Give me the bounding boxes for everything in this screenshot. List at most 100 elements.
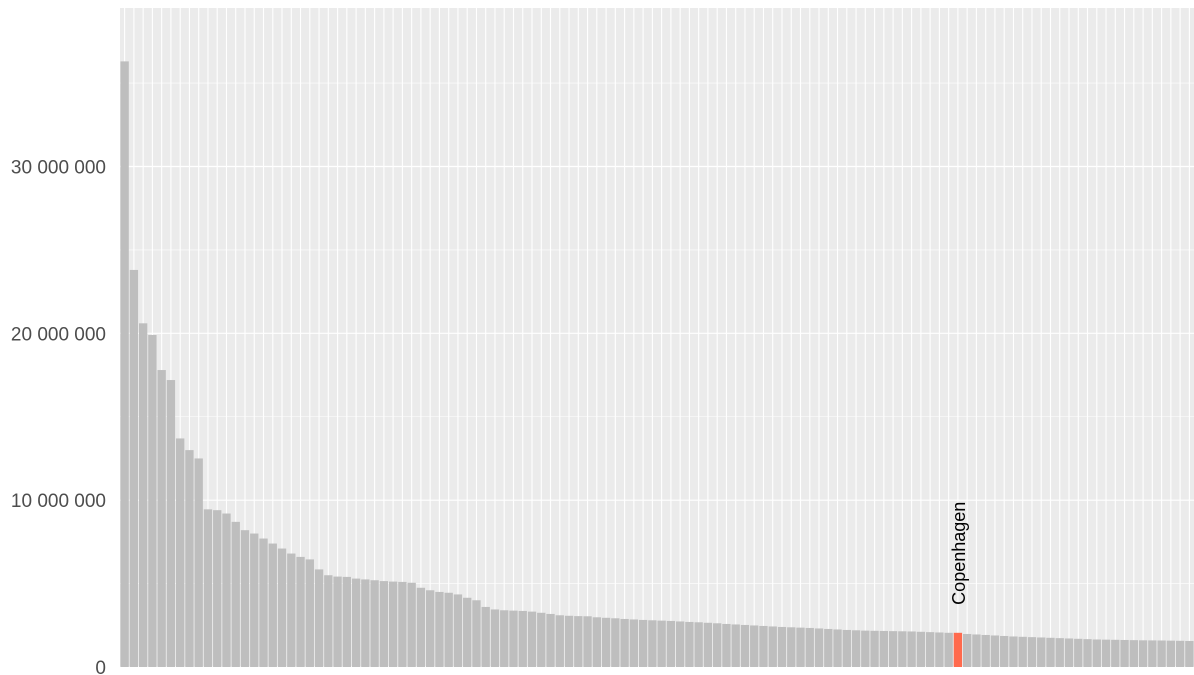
bar — [1129, 640, 1138, 667]
bar — [250, 533, 259, 667]
bar — [1157, 640, 1166, 667]
bar — [629, 619, 639, 667]
bar — [666, 620, 676, 667]
bar — [1037, 637, 1046, 667]
bar — [351, 578, 361, 667]
bar — [796, 627, 805, 667]
bar — [1000, 635, 1009, 667]
bar — [453, 594, 463, 667]
y-axis-tick-labels: 0 10 000 000 20 000 000 30 000 000 — [11, 157, 106, 675]
bar — [259, 538, 268, 667]
bar — [907, 631, 916, 667]
bar — [870, 630, 879, 667]
bar — [490, 609, 500, 667]
bar — [1046, 637, 1055, 667]
bar — [546, 613, 555, 667]
bar — [527, 611, 537, 667]
bar — [981, 634, 990, 667]
bar — [500, 610, 509, 667]
bar — [1166, 640, 1176, 667]
bar — [268, 543, 277, 667]
bar — [361, 579, 370, 667]
bar — [777, 626, 787, 667]
bar — [685, 621, 694, 667]
bar — [138, 323, 148, 667]
bar — [935, 632, 944, 667]
bar — [1175, 640, 1185, 667]
bar — [648, 620, 657, 667]
bar — [731, 624, 740, 667]
bar — [1009, 636, 1018, 667]
bar — [574, 616, 583, 667]
bar — [240, 530, 250, 667]
bar — [657, 620, 666, 667]
bars — [120, 61, 1194, 668]
bar — [851, 630, 861, 667]
bar — [388, 581, 398, 667]
bar — [379, 581, 389, 667]
bar — [824, 628, 833, 667]
bar — [592, 617, 601, 667]
y-tick-label: 10 000 000 — [11, 491, 106, 512]
bar — [787, 627, 796, 667]
bar — [898, 631, 907, 667]
bar — [805, 627, 814, 667]
bar — [1111, 639, 1120, 667]
bar — [305, 559, 314, 667]
bar — [222, 513, 231, 667]
bar — [638, 619, 648, 667]
bar — [203, 509, 213, 667]
bar — [990, 635, 1000, 667]
bar-highlight — [953, 632, 963, 667]
bar — [962, 633, 972, 667]
bar — [861, 630, 870, 667]
bar — [296, 556, 305, 667]
bar — [1027, 637, 1037, 667]
bar — [1018, 636, 1027, 667]
bar — [1185, 640, 1194, 667]
bar — [1092, 639, 1101, 667]
bar — [314, 569, 324, 667]
bar — [768, 626, 777, 667]
bar — [888, 631, 898, 667]
bar — [694, 622, 703, 667]
bar — [1083, 639, 1092, 667]
bar — [611, 618, 620, 667]
bar — [287, 553, 296, 667]
bar — [416, 587, 426, 667]
bar — [1120, 639, 1129, 667]
bar — [564, 615, 574, 667]
bar — [472, 600, 481, 667]
bar — [740, 624, 750, 667]
bar — [194, 458, 203, 667]
bar — [583, 616, 592, 667]
bar — [1074, 638, 1083, 667]
bar — [1101, 639, 1111, 667]
bar — [722, 623, 731, 667]
bar — [176, 438, 185, 667]
bar — [879, 630, 889, 667]
y-tick-label: 30 000 000 — [11, 157, 106, 178]
bar — [277, 548, 287, 667]
bar — [148, 334, 157, 667]
bar — [703, 622, 713, 667]
bar — [944, 632, 953, 667]
bar — [916, 631, 926, 667]
bar — [537, 612, 546, 667]
bar — [518, 610, 527, 667]
y-tick-label: 0 — [95, 658, 106, 675]
highlight-annotation: Copenhagen — [949, 502, 969, 605]
bar — [713, 623, 722, 667]
bar — [398, 581, 407, 667]
bar — [333, 576, 342, 667]
bar — [833, 629, 842, 667]
bar — [166, 380, 176, 667]
bar — [1148, 640, 1157, 667]
bar — [157, 370, 166, 667]
bar — [185, 450, 194, 667]
bar — [481, 606, 490, 667]
bar — [972, 634, 981, 667]
bar — [601, 617, 611, 667]
